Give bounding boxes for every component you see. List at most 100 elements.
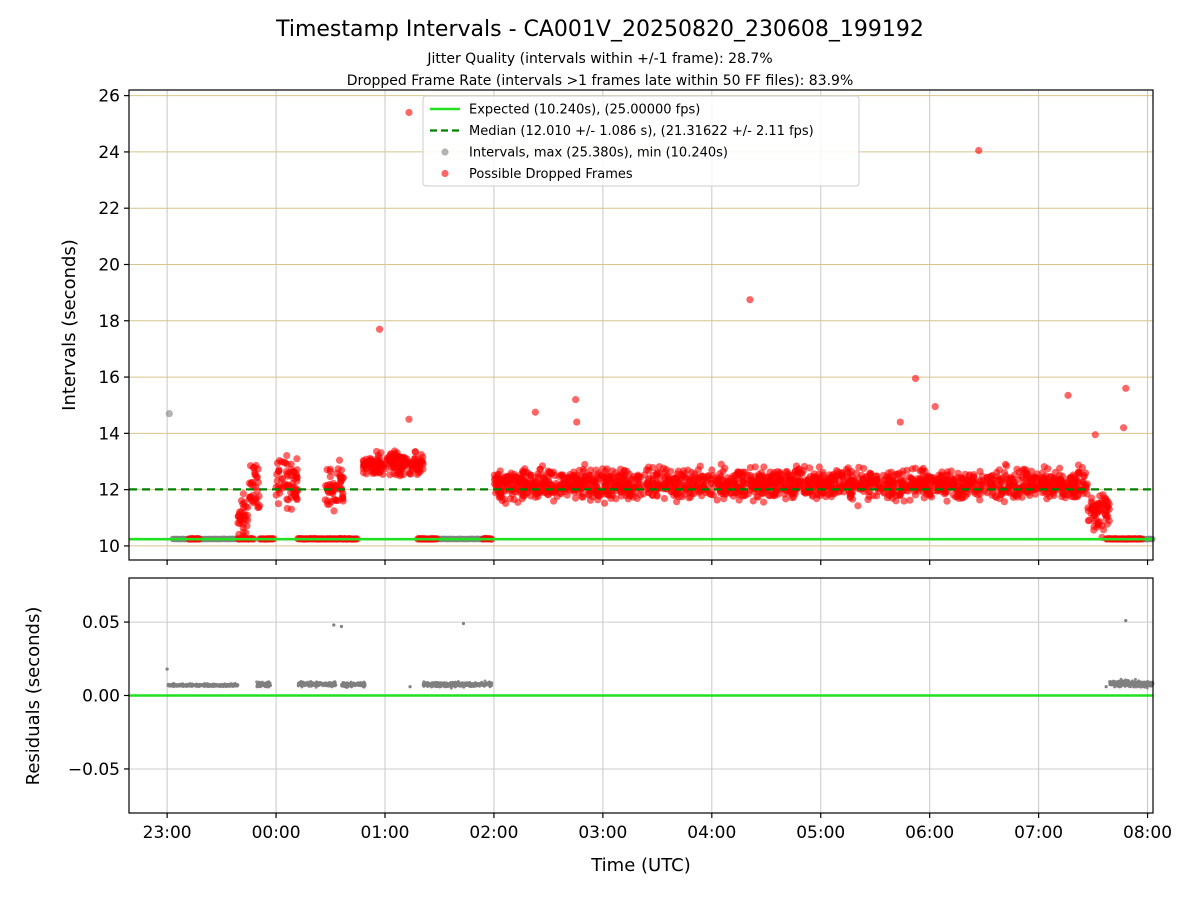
dropped-frame-point	[983, 489, 991, 497]
residual-point	[299, 680, 303, 684]
dropped-frame-point	[277, 475, 285, 483]
dropped-frame-point	[873, 472, 881, 480]
intervals-y-tick-label: 14	[98, 424, 120, 444]
residual-point	[449, 686, 453, 690]
dropped-frame-point	[639, 490, 648, 498]
residual-point	[165, 667, 169, 671]
residual-point	[199, 683, 203, 687]
dropped-frame-point	[573, 418, 581, 426]
residual-point	[437, 681, 441, 685]
time-x-tick-label: 06:00	[905, 823, 954, 843]
intervals-y-axis-label: Intervals (seconds)	[59, 239, 80, 411]
dropped-frame-point	[724, 482, 732, 490]
dropped-frame-point	[782, 495, 790, 503]
residual-point	[445, 681, 449, 685]
legend-frame	[422, 95, 860, 187]
dropped-frame-point	[822, 479, 830, 487]
residual-point	[1128, 683, 1132, 687]
residuals-y-tick-label: −0.05	[68, 760, 120, 780]
residual-point	[455, 681, 459, 685]
dropped-frame-point	[571, 494, 580, 502]
dropped-frame-point	[339, 490, 347, 498]
chart-legend: Expected (10.240s), (25.00000 fps) Median…	[422, 95, 860, 187]
time-x-tick-label: 23:00	[143, 823, 192, 843]
dropped-frame-point	[790, 482, 798, 490]
dropped-frame-point	[235, 530, 243, 538]
residual-point	[1112, 681, 1116, 685]
residual-point	[1125, 681, 1129, 685]
residual-point	[453, 680, 457, 684]
dropped-frame-point	[326, 473, 334, 481]
dropped-frame-point	[246, 493, 255, 501]
dropped-frame-point	[722, 490, 730, 498]
residual-point	[176, 684, 180, 688]
dropped-frame-point	[971, 480, 979, 488]
dropped-frame-point	[242, 529, 250, 537]
residual-point	[339, 624, 344, 629]
dropped-frame-point	[391, 447, 399, 455]
dropped-frame-point	[287, 505, 296, 513]
dropped-frame-point	[634, 474, 643, 483]
residual-point	[308, 681, 312, 685]
dropped-frame-point	[1090, 504, 1098, 513]
residual-point	[332, 681, 336, 685]
dropped-frame-point	[846, 469, 854, 478]
chart-subtitle-jitter: Jitter Quality (intervals within +/-1 fr…	[426, 51, 772, 67]
dropped-frame-point	[751, 463, 759, 471]
time-x-tick-label: 05:00	[796, 823, 845, 843]
dropped-frame-point	[680, 473, 689, 482]
dropped-frame-point	[372, 458, 380, 466]
residual-point	[231, 683, 235, 687]
dropped-frame-point	[911, 491, 919, 499]
dropped-frame-point	[572, 395, 580, 404]
residual-point	[460, 684, 464, 688]
dropped-frame-point	[1049, 480, 1057, 489]
dropped-frame-point	[413, 470, 421, 479]
dropped-frame-point	[284, 496, 292, 504]
dropped-frame-point	[234, 519, 242, 527]
dropped-frame-point	[407, 459, 415, 467]
dropped-frame-point	[508, 477, 517, 485]
dropped-frame-point	[519, 490, 527, 498]
residual-point	[314, 680, 318, 684]
dropped-frame-point	[1071, 488, 1079, 496]
dropped-frame-point	[920, 481, 928, 489]
dropped-frame-point	[656, 482, 664, 490]
dropped-frame-point	[854, 502, 862, 510]
dropped-frame-point	[496, 467, 504, 475]
dropped-frame-point	[810, 470, 818, 478]
dropped-frame-point	[540, 474, 548, 482]
dropped-frame-point	[650, 480, 658, 488]
dropped-frame-point	[405, 108, 413, 117]
dropped-frame-point	[1032, 474, 1040, 482]
residuals-points	[165, 618, 1155, 690]
dropped-frame-point	[717, 460, 725, 468]
residual-point	[192, 683, 196, 687]
dropped-frame-point	[372, 447, 381, 456]
residual-point	[203, 684, 207, 688]
dropped-frame-point	[610, 482, 618, 491]
dropped-frame-point	[369, 469, 377, 478]
residual-point	[1139, 683, 1143, 687]
residual-point	[178, 683, 182, 687]
dropped-frame-point	[959, 475, 967, 483]
dropped-frame-point	[734, 468, 742, 477]
dropped-frame-point	[493, 482, 501, 490]
residual-point	[300, 682, 304, 686]
residual-point	[169, 683, 173, 687]
dropped-frame-point	[579, 465, 587, 474]
residual-point	[188, 682, 192, 686]
residual-point	[1147, 682, 1151, 686]
dropped-frame-point	[1065, 491, 1073, 499]
dropped-frame-point	[507, 469, 515, 477]
dropped-frame-point	[1039, 488, 1047, 497]
legend-entry: Expected (10.240s), (25.00000 fps)	[430, 103, 700, 118]
residual-point	[1108, 680, 1112, 684]
dropped-frame-point	[873, 479, 882, 487]
dropped-frame-point	[534, 492, 542, 501]
intervals-y-tick-label: 20	[98, 255, 120, 275]
dropped-frame-point	[321, 496, 329, 504]
dropped-frame-point	[1105, 505, 1113, 513]
dropped-frame-point	[929, 476, 938, 484]
time-x-tick-label: 01:00	[361, 823, 410, 843]
